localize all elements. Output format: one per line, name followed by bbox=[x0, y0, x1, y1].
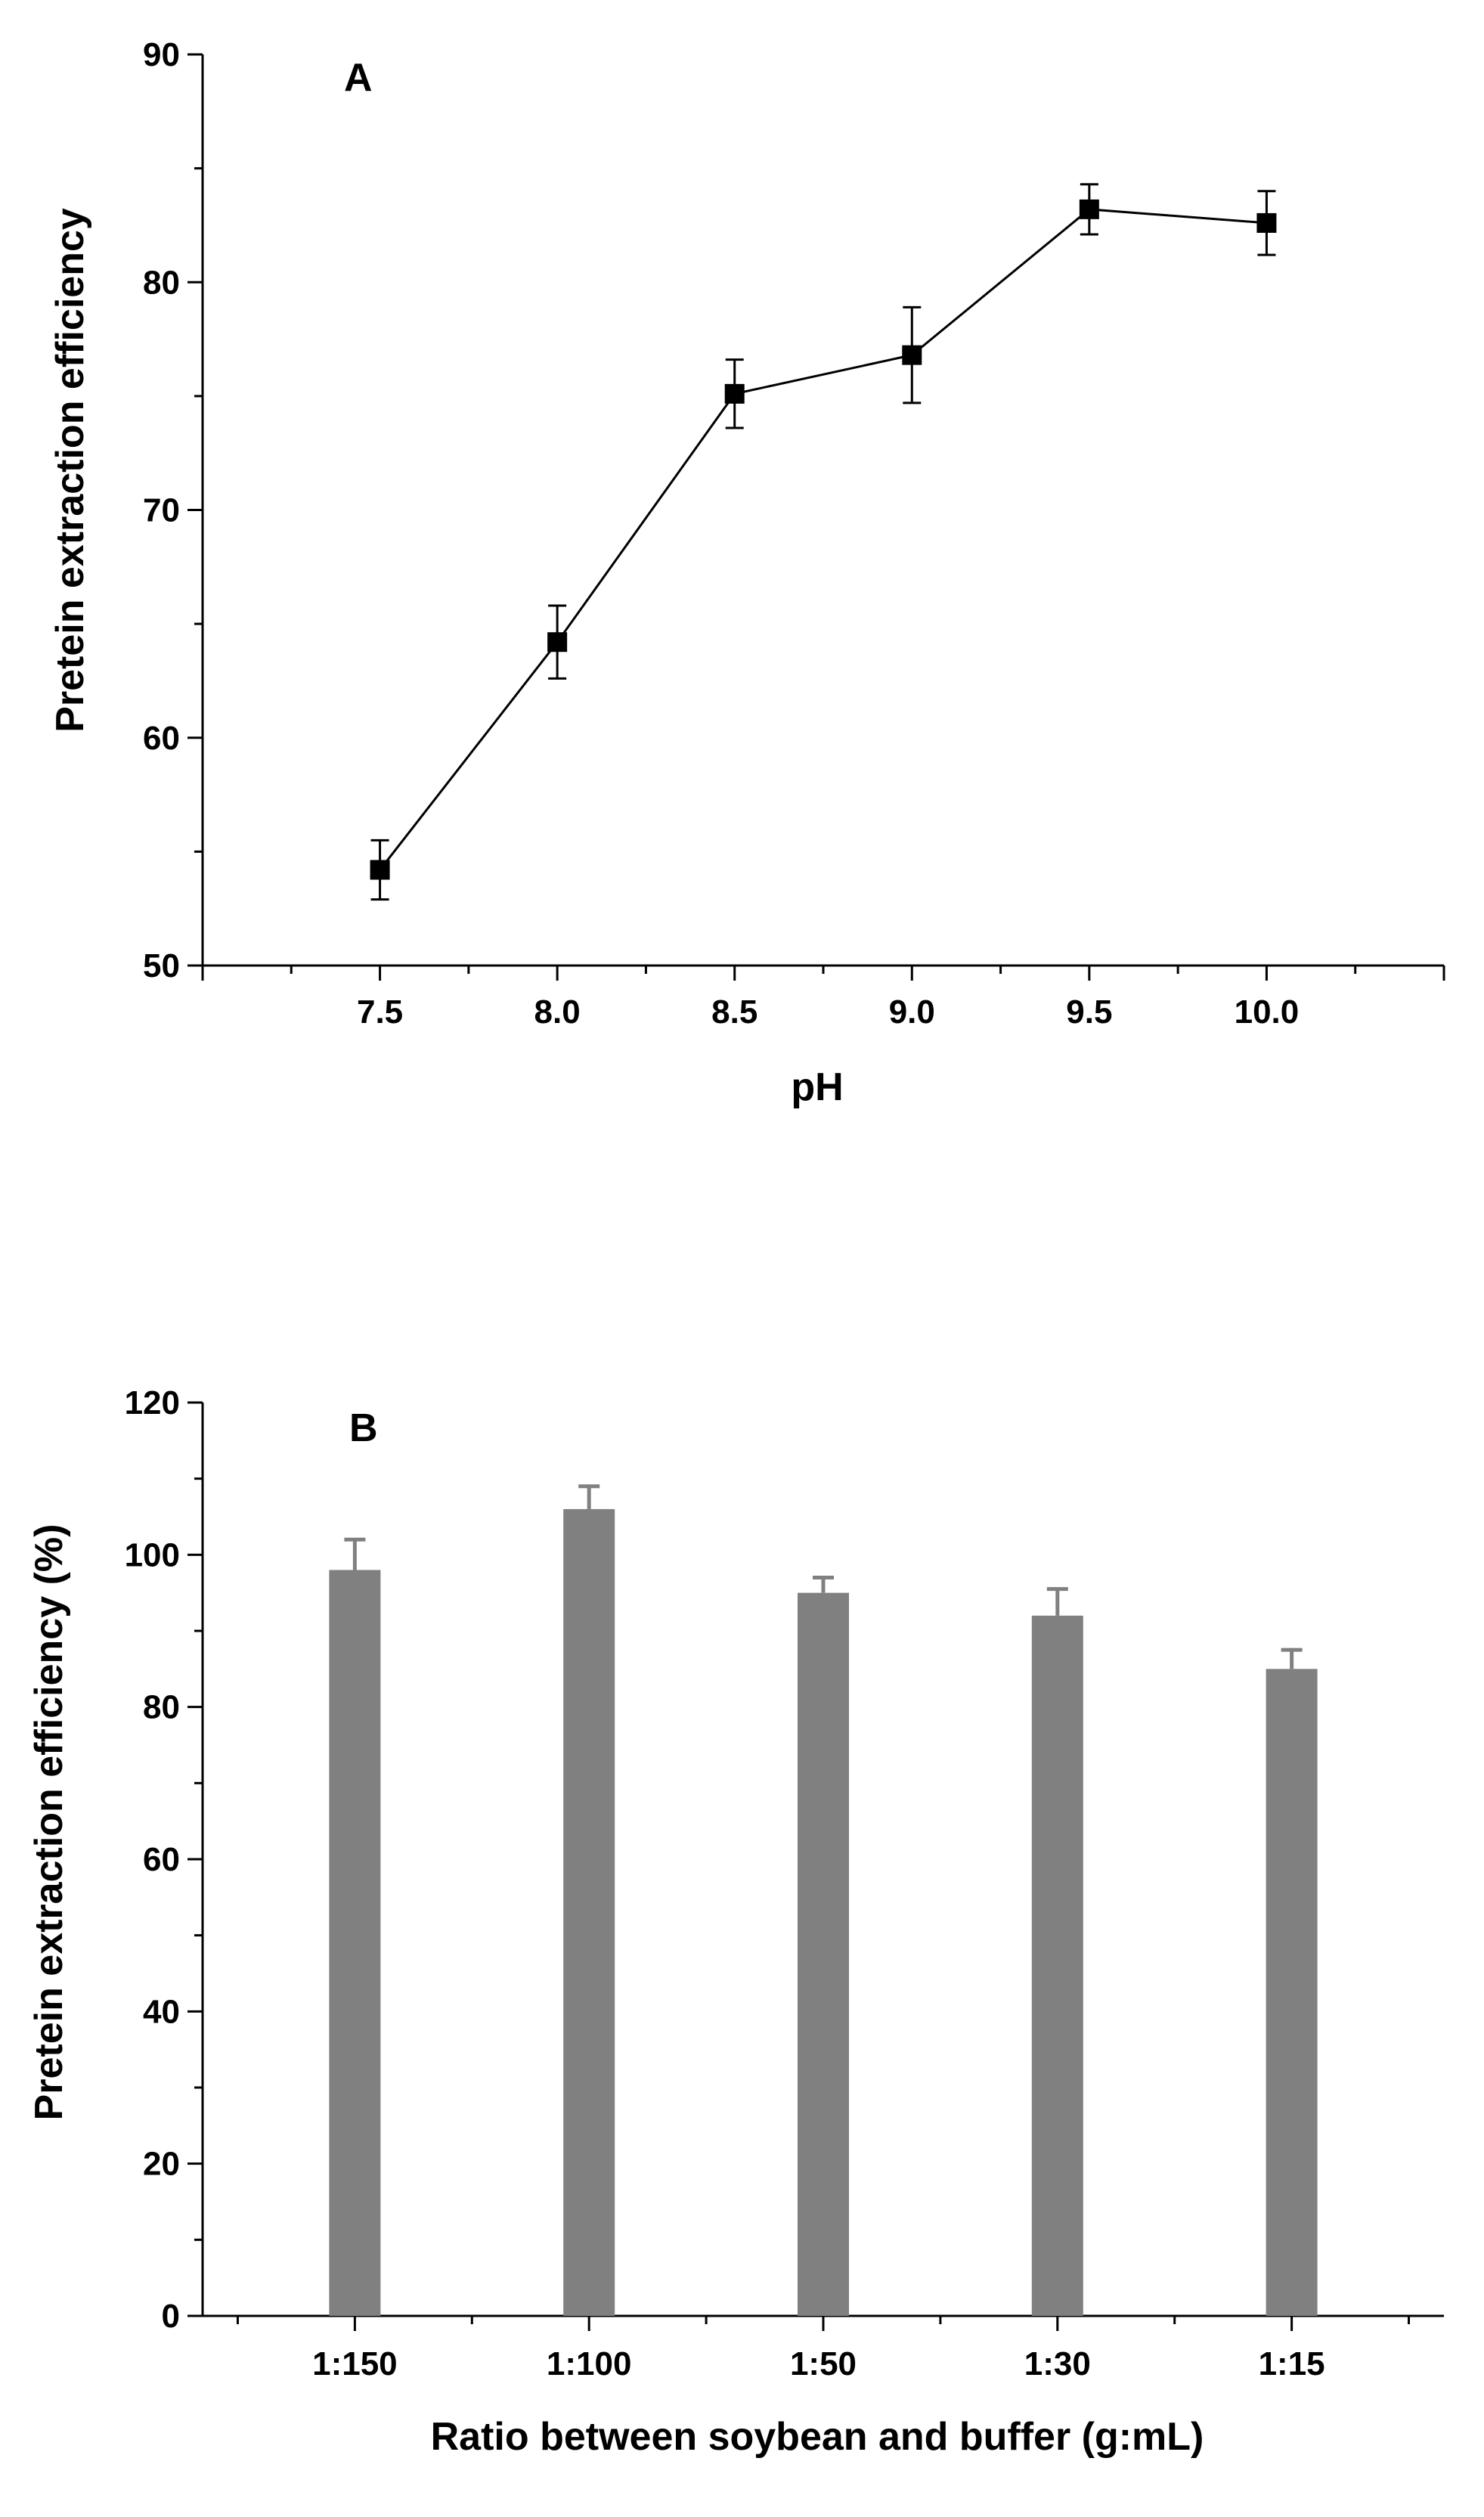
panel-a-x-tick-label: 7.5 bbox=[357, 993, 403, 1031]
panel-a-data-point bbox=[370, 860, 390, 880]
panel-b-bar-chart: 0 20 40 60 80 100 120 1:150 1:100 1:50 1:30 1:15 B… bbox=[27, 1384, 1444, 2459]
panel-b-x-tick-label: 1:15 bbox=[1259, 2345, 1325, 2382]
panel-a-y-tick-label: 50 bbox=[143, 947, 180, 984]
panel-a-series-line bbox=[379, 208, 1267, 871]
panel-b-y-tick-label: 0 bbox=[162, 2298, 180, 2335]
panel-b-y-tick-label: 80 bbox=[143, 1689, 180, 1726]
panel-a-y-tick-label: 90 bbox=[143, 36, 180, 73]
panel-a-y-axis-title: Pretein extraction efficiency bbox=[48, 208, 92, 733]
panel-a-label: A bbox=[344, 56, 373, 100]
panel-a-x-tick-label: 10.0 bbox=[1235, 993, 1300, 1031]
panel-a-x-tick-label: 8.5 bbox=[711, 993, 757, 1031]
panel-b-bar bbox=[563, 1508, 615, 2316]
panel-b-x-axis-title: Ratio between soybean and buffer (g:mL) bbox=[431, 2415, 1204, 2459]
panel-a-y-ticks: 50 60 70 80 90 bbox=[143, 36, 203, 984]
panel-b-bar bbox=[1031, 1615, 1083, 2316]
panel-b-y-ticks: 0 20 40 60 80 100 120 bbox=[125, 1384, 203, 2335]
panel-b-x-tick-label: 1:30 bbox=[1024, 2345, 1091, 2382]
panel-a-x-tick-label: 9.5 bbox=[1066, 993, 1112, 1031]
panel-b-x-tick-label: 1:150 bbox=[312, 2345, 398, 2382]
panel-b-x-tick-label: 1:50 bbox=[790, 2345, 857, 2382]
panel-a-data-point bbox=[547, 632, 568, 652]
panel-b-bar bbox=[1266, 1669, 1318, 2316]
panel-a-x-axis-title: pH bbox=[791, 1065, 843, 1109]
panel-b-y-tick-label: 20 bbox=[143, 2146, 180, 2183]
panel-a-x-tick-label: 9.0 bbox=[889, 993, 935, 1031]
panel-b-series bbox=[329, 1484, 1318, 2316]
panel-a-x-tick-label: 8.0 bbox=[534, 993, 581, 1031]
panel-a-data-point bbox=[724, 383, 745, 404]
panel-b-bar bbox=[329, 1570, 381, 2316]
panel-a-series bbox=[370, 183, 1277, 901]
panel-b-x-tick-label: 1:100 bbox=[547, 2345, 632, 2382]
panel-a-x-ticks: 7.5 8.0 8.5 9.0 9.5 10.0 bbox=[201, 966, 1445, 1031]
panel-b-y-axis-title: Pretein extraction efficiency (%) bbox=[27, 1524, 71, 2121]
panel-a-data-point bbox=[1256, 212, 1277, 233]
panel-a-y-tick-label: 80 bbox=[143, 264, 180, 301]
panel-a-y-tick-label: 70 bbox=[143, 492, 180, 529]
panel-a-data-point bbox=[1079, 199, 1099, 219]
panel-b-x-ticks: 1:150 1:100 1:50 1:30 1:15 bbox=[236, 2316, 1411, 2382]
panel-b-y-tick-label: 60 bbox=[143, 1841, 180, 1878]
panel-b-bar bbox=[798, 1592, 849, 2316]
panel-a-line-chart: 50 60 70 80 90 7.5 8.0 8.5 9.0 9.5 10.0 A pH Pret… bbox=[48, 36, 1445, 1109]
panel-a-y-tick-label: 60 bbox=[143, 720, 180, 757]
panel-b-y-tick-label: 40 bbox=[143, 1993, 180, 2030]
panel-b-y-tick-label: 100 bbox=[125, 1536, 180, 1573]
panel-b-label: B bbox=[349, 1406, 378, 1450]
panel-b-y-tick-label: 120 bbox=[125, 1384, 180, 1421]
panel-a-data-point bbox=[902, 345, 922, 365]
